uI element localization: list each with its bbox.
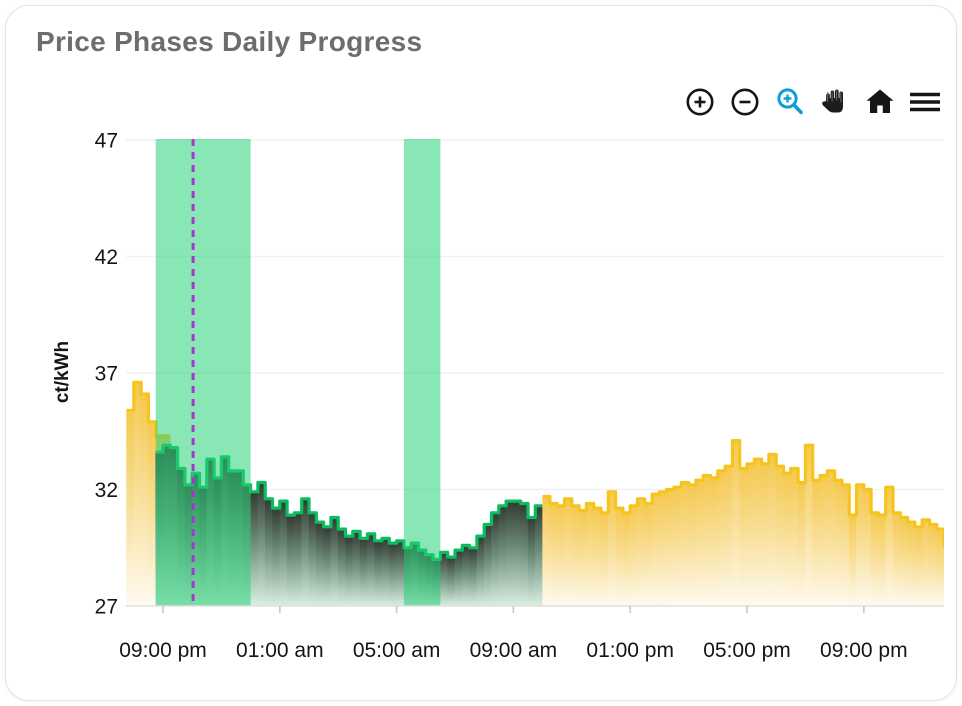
x-tick-label: 01:00 am [236,639,324,662]
y-tick-label: 32 [95,479,118,502]
magnifier-plus-icon [777,88,803,115]
circle-minus-icon [731,88,759,116]
chart-toolbar [683,85,942,119]
zoom-select-button[interactable] [773,85,807,119]
y-tick-label: 27 [95,596,118,619]
y-tick-label: 42 [95,246,118,269]
home-icon [866,89,894,113]
x-tick-label: 09:00 am [470,639,558,662]
x-tick-label: 09:00 pm [820,639,908,662]
menu-button[interactable] [908,85,942,119]
cheap-window-2 [403,139,441,606]
hamburger-icon [910,92,940,112]
cheap-window-bands [155,139,441,606]
x-tick-label: 01:00 pm [586,639,674,662]
y-tick-label: 47 [95,130,118,153]
x-axis [126,605,944,613]
page-title: Price Phases Daily Progress [36,26,423,57]
reset-view-button[interactable] [863,85,897,119]
pan-button[interactable] [818,85,852,119]
plot-area[interactable] [126,139,951,606]
y-axis-title: ct/kWh [52,341,73,403]
zoom-out-button[interactable] [728,85,762,119]
y-tick-label: 37 [95,363,118,386]
x-tick-label: 09:00 pm [119,639,207,662]
zoom-in-button[interactable] [683,85,717,119]
circle-plus-icon [686,88,714,116]
x-tick-label: 05:00 am [353,639,441,662]
axis-labels: 27 32 37 42 47 09:00 pm 01:00 am 05:00 am 09:00 … [52,130,908,663]
x-tick-label: 05:00 pm [703,639,791,662]
cheap-window-1 [155,139,251,606]
hand-icon [822,89,843,113]
expensive-phase-day-line [542,439,944,547]
expensive-phase-day-fill [542,440,944,606]
